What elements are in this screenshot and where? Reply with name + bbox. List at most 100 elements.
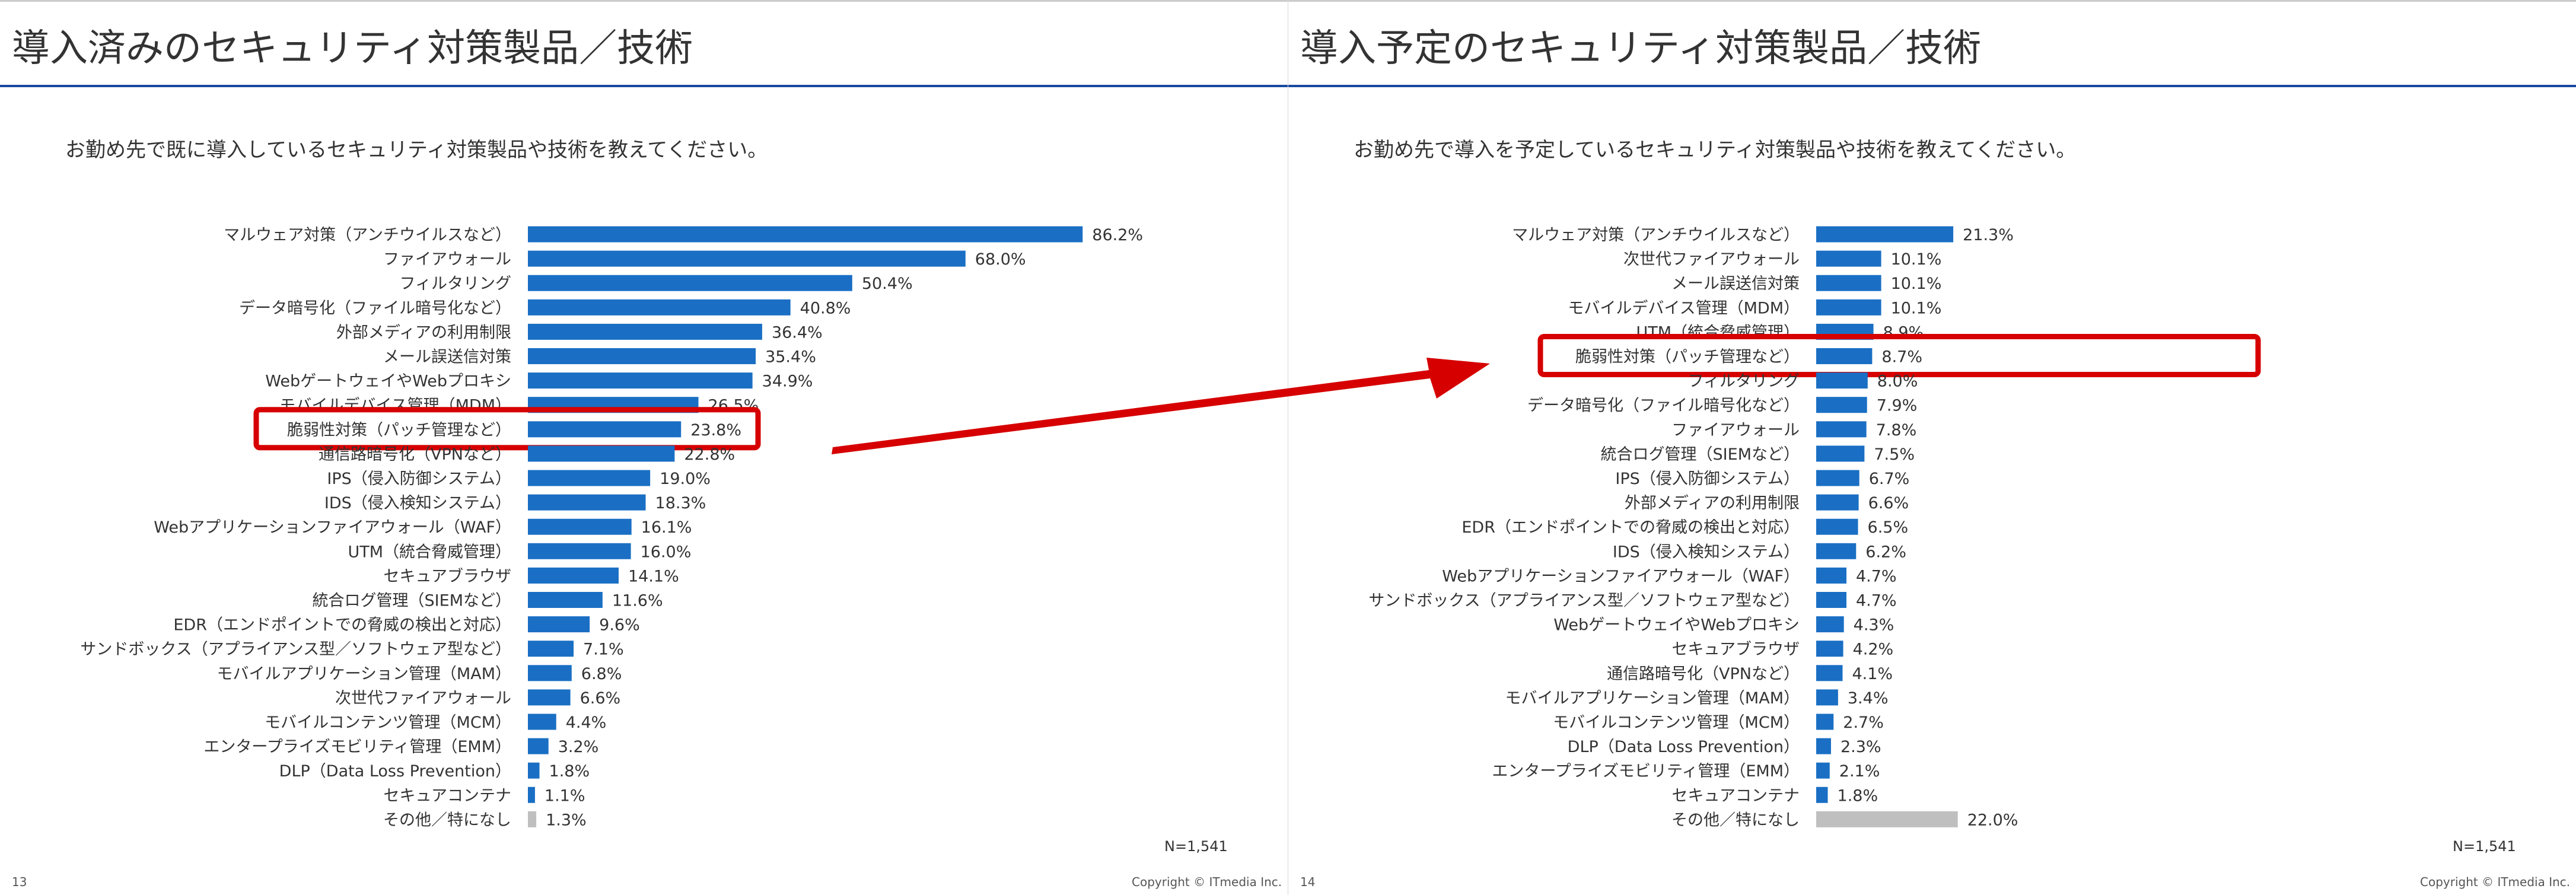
data-label: 16.0% xyxy=(641,543,692,561)
category-label: データ暗号化（ファイル暗号化など） xyxy=(1527,397,1800,415)
data-label: 6.2% xyxy=(1865,543,1906,561)
category-label: セキュアコンテナ xyxy=(384,786,511,805)
bar xyxy=(528,518,632,535)
category-label: 外部メディアの利用制限 xyxy=(336,323,511,342)
category-label: データ暗号化（ファイル暗号化など） xyxy=(239,299,511,317)
data-label: 11.6% xyxy=(612,592,663,610)
category-label: フィルタリング xyxy=(1688,372,1800,391)
bar xyxy=(1816,348,1873,364)
category-label: Webアプリケーションファイアウォール（WAF） xyxy=(154,518,511,537)
highlight-box xyxy=(253,407,761,451)
page-number: 14 xyxy=(1300,875,1316,889)
bar xyxy=(1816,397,1867,413)
category-label: 脆弱性対策（パッチ管理など） xyxy=(1575,348,1800,367)
sample-size-label: N=1,541 xyxy=(1164,838,1228,855)
data-label: 22.0% xyxy=(1967,811,2018,829)
category-label: モバイルコンテンツ管理（MCM） xyxy=(265,714,511,732)
category-label: WebゲートウェイやWebプロキシ xyxy=(1553,616,1800,635)
bar xyxy=(1816,811,1958,827)
category-label: 次世代ファイアウォール xyxy=(1623,250,1800,269)
bar xyxy=(1816,275,1881,291)
category-label: エンタープライズモビリティ管理（EMM） xyxy=(1492,762,1800,781)
top-line xyxy=(0,0,1288,2)
bar xyxy=(1816,421,1867,438)
bar xyxy=(528,616,590,633)
bar xyxy=(1816,470,1859,486)
bar-chart-planned: マルウェア対策（アンチウイルスなど） 21.3% 次世代ファイアウォール 10.1% メ… xyxy=(1368,226,2261,829)
category-label: メール誤送信対策 xyxy=(1671,275,1800,293)
category-label: IDS（侵入検知システム） xyxy=(1613,543,1800,561)
category-label: IDS（侵入検知システム） xyxy=(324,494,511,512)
data-label: 2.7% xyxy=(1843,714,1884,732)
category-label: サンドボックス（アプライアンス型／ソフトウェア型など） xyxy=(80,641,511,659)
data-label: 40.8% xyxy=(800,299,851,317)
category-label: IPS（侵入防御システム） xyxy=(327,470,511,488)
bar xyxy=(1816,616,1844,633)
category-label: セキュアコンテナ xyxy=(1672,786,1800,805)
category-label: セキュアブラウザ xyxy=(384,567,511,585)
category-label: 統合ログ管理（SIEMなど） xyxy=(313,592,511,610)
data-label: 2.1% xyxy=(1839,762,1880,781)
data-label: 7.8% xyxy=(1876,421,1917,439)
category-label: UTM（統合脅威管理） xyxy=(348,543,511,561)
data-label: 10.1% xyxy=(1891,275,1942,293)
bar xyxy=(528,762,540,779)
bar xyxy=(1816,689,1838,706)
survey-question: お勤め先で導入を予定しているセキュリティ対策製品や技術を教えてください。 xyxy=(1354,138,2077,162)
bar xyxy=(528,226,1083,243)
bar xyxy=(528,323,762,340)
sample-size-label: N=1,541 xyxy=(2453,838,2516,855)
category-label: モバイルアプリケーション管理（MAM） xyxy=(216,665,511,683)
slide-title: 導入済みのセキュリティ対策製品／技術 xyxy=(12,27,693,71)
category-label: セキュアブラウザ xyxy=(1672,641,1800,659)
category-label: エンタープライズモビリティ管理（EMM） xyxy=(203,738,511,756)
category-label: マルウェア対策（アンチウイルスなど） xyxy=(1512,226,1800,244)
bar xyxy=(1816,494,1859,511)
slide-installed: 導入済みのセキュリティ対策製品／技術 お勤め先で既に導入しているセキュリティ対策… xyxy=(0,0,1288,889)
data-label: 3.2% xyxy=(558,738,599,756)
data-label: 16.1% xyxy=(641,518,692,537)
data-label: 9.6% xyxy=(599,616,640,635)
slide-title: 導入予定のセキュリティ対策製品／技術 xyxy=(1300,27,1982,71)
category-label: モバイルアプリケーション管理（MAM） xyxy=(1505,689,1800,708)
bar xyxy=(1816,592,1846,608)
category-label: 統合ログ管理（SIEMなど） xyxy=(1601,445,1800,464)
category-label: EDR（エンドポイントでの脅威の検出と対応） xyxy=(173,616,511,635)
category-label: IPS（侵入防御システム） xyxy=(1615,470,1800,488)
bar xyxy=(528,445,675,462)
bar xyxy=(1816,567,1846,584)
bar xyxy=(1816,299,1881,316)
bar xyxy=(1816,372,1868,389)
data-label: 1.8% xyxy=(549,762,590,781)
category-label: DLP（Data Loss Prevention） xyxy=(279,762,511,781)
bar xyxy=(1816,226,1954,243)
bar xyxy=(528,275,852,291)
data-label: 34.9% xyxy=(762,372,813,391)
category-label: DLP（Data Loss Prevention） xyxy=(1568,738,1800,756)
data-label: 4.4% xyxy=(566,714,607,732)
bar xyxy=(528,592,603,608)
bar xyxy=(1816,518,1858,535)
bar xyxy=(528,543,631,559)
category-label: Webアプリケーションファイアウォール（WAF） xyxy=(1442,567,1800,585)
category-label: モバイルデバイス管理（MDM） xyxy=(1568,299,1800,317)
data-label: 68.0% xyxy=(975,250,1026,269)
bar xyxy=(1816,641,1843,657)
data-label: 4.7% xyxy=(1856,567,1897,585)
bar xyxy=(528,738,549,754)
bar xyxy=(528,250,966,267)
bar xyxy=(528,811,537,827)
bar xyxy=(528,665,572,681)
bar xyxy=(528,641,574,657)
category-label: 通信路暗号化（VPNなど） xyxy=(1607,665,1800,683)
data-label: 6.5% xyxy=(1868,518,1909,537)
bar xyxy=(528,421,682,438)
survey-question: お勤め先で既に導入しているセキュリティ対策製品や技術を教えてください。 xyxy=(65,138,768,162)
bar xyxy=(1816,665,1843,681)
category-label: 次世代ファイアウォール xyxy=(335,689,511,708)
bar xyxy=(1816,543,1857,559)
copyright: Copyright © ITmedia Inc. xyxy=(1132,875,1282,889)
data-label: 18.3% xyxy=(655,494,706,512)
copyright: Copyright © ITmedia Inc. xyxy=(2420,875,2571,889)
bar xyxy=(528,786,535,803)
